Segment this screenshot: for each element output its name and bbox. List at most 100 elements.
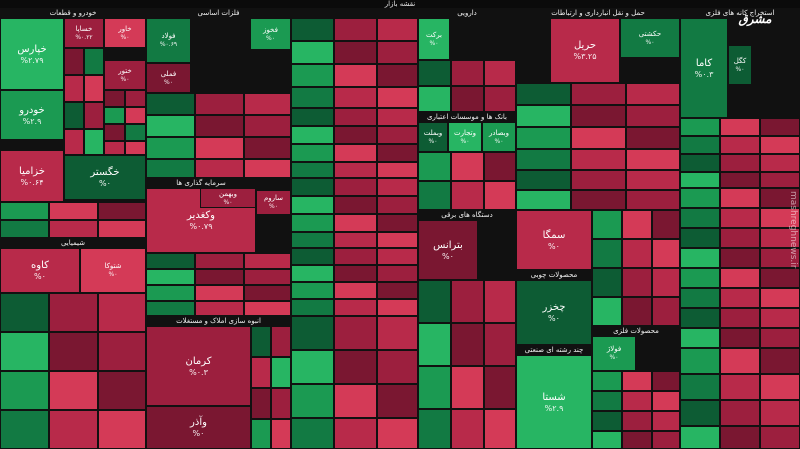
treemap-cell — [334, 316, 377, 350]
stock-symbol: خزامیا — [19, 165, 45, 177]
stock-tile[interactable]: سمگا %۰ — [516, 210, 592, 270]
stock-change: %۲.۹ — [22, 116, 42, 126]
stock-tile[interactable]: خودرو %۲.۹ — [0, 90, 64, 140]
treemap-cell — [195, 159, 244, 178]
treemap-cell — [146, 285, 195, 301]
treemap-cell — [377, 126, 418, 144]
treemap-cell — [377, 64, 418, 87]
stock-tile[interactable]: خاور %۰ — [104, 18, 146, 48]
stock-tile[interactable]: بترانس %۰ — [418, 220, 478, 280]
treemap-cell — [146, 253, 195, 269]
treemap-cell — [680, 188, 720, 208]
sector-label: حمل و نقل انبارداری و ارتباطات — [516, 8, 680, 18]
sector-label: بانک ها و موسسات اعتباری — [418, 112, 516, 122]
stock-tile[interactable]: وآذر %۰ — [146, 406, 251, 449]
treemap-cell — [146, 159, 195, 178]
stock-tile[interactable]: فخوز %۰ — [250, 18, 291, 50]
stock-tile[interactable]: حریل %۳.۲۵ — [550, 18, 620, 83]
treemap-cell — [49, 293, 98, 332]
treemap-cell — [484, 60, 516, 86]
treemap-cell — [334, 232, 377, 248]
treemap-cell — [291, 214, 334, 232]
treemap-cell — [680, 154, 720, 172]
treemap-cell — [622, 371, 652, 391]
treemap-cell — [484, 323, 516, 366]
stock-tile[interactable]: خپارس %۲.۷۹ — [0, 18, 64, 90]
treemap-cell — [652, 411, 680, 431]
stock-tile[interactable]: وبملت %۰ — [418, 122, 448, 152]
stock-tile[interactable]: حکشتی %۰ — [620, 18, 680, 58]
treemap-cell — [104, 141, 125, 155]
treemap-cell — [418, 152, 451, 181]
stock-change: %۳.۲۵ — [573, 52, 597, 61]
stock-tile[interactable]: ساروم %۰ — [256, 190, 291, 215]
stock-symbol: خودرو — [19, 104, 45, 116]
treemap-cell — [334, 178, 377, 196]
stock-tile[interactable]: وبصادر %۰ — [482, 122, 516, 152]
stock-tile[interactable]: وبهمن %۰ — [200, 188, 256, 208]
stock-tile[interactable]: ختور %۰ — [104, 60, 146, 90]
stock-tile[interactable]: کاما %۰.۳ — [680, 18, 728, 118]
stock-tile[interactable]: خگستر %۰ — [64, 155, 146, 200]
stock-change: %۰ — [164, 78, 173, 86]
treemap-cell — [146, 301, 195, 316]
stock-tile[interactable]: فملی %۰ — [146, 63, 191, 93]
treemap-cell — [516, 105, 571, 127]
treemap-cell — [377, 196, 418, 214]
stock-tile[interactable]: خزامیا %۰.۶۴ — [0, 150, 64, 202]
stock-tile[interactable]: چخزر %۰ — [516, 280, 592, 345]
treemap-cell — [626, 105, 680, 127]
treemap-cell — [271, 326, 291, 357]
stock-tile[interactable]: خساپا %۰.۲۲ — [64, 18, 104, 48]
treemap-cell — [104, 124, 125, 141]
treemap-cell — [720, 118, 760, 136]
stock-tile[interactable]: برکت %۰ — [418, 18, 450, 60]
treemap-cell — [760, 400, 800, 426]
treemap-cell — [571, 105, 626, 127]
treemap-cell — [64, 75, 84, 102]
treemap-cell — [291, 196, 334, 214]
treemap-cell — [291, 87, 334, 108]
treemap-cell — [244, 115, 291, 137]
stock-change: %۰ — [108, 271, 118, 278]
treemap-cell — [334, 350, 377, 384]
treemap-cell — [516, 127, 571, 149]
treemap-cell — [626, 190, 680, 210]
treemap-cell — [571, 170, 626, 190]
treemap-cell — [451, 152, 484, 181]
treemap-cell — [451, 86, 484, 112]
stock-change: %۲.۷۹ — [20, 55, 44, 65]
stock-tile[interactable]: کرمان %۰.۳ — [146, 326, 251, 406]
treemap-cell — [377, 418, 418, 449]
treemap-cell — [652, 371, 680, 391]
treemap-cell — [592, 268, 622, 297]
stock-tile[interactable]: شتوکا %۰ — [80, 248, 146, 293]
treemap-cell — [334, 265, 377, 282]
treemap-cell — [680, 268, 720, 288]
stock-tile[interactable]: کگل %۰ — [728, 45, 752, 85]
stock-tile[interactable]: فولاد %۰.۶۹ — [146, 18, 191, 63]
treemap-cell — [334, 144, 377, 162]
treemap-cell — [104, 90, 125, 107]
stock-symbol: شستا — [542, 391, 566, 403]
treemap-cell — [49, 332, 98, 371]
treemap-cell — [146, 137, 195, 159]
treemap-cell — [98, 332, 146, 371]
stock-tile[interactable]: وتجارت %۰ — [448, 122, 482, 152]
treemap-cell — [680, 118, 720, 136]
treemap-cell — [680, 374, 720, 400]
treemap-cell — [334, 384, 377, 418]
stock-tile[interactable]: شستا %۲.۹ — [516, 355, 592, 449]
treemap-cell — [125, 124, 146, 141]
stock-symbol: کگل — [733, 56, 747, 65]
treemap-cell — [291, 108, 334, 126]
stock-tile[interactable]: کاوه %۰ — [0, 248, 80, 293]
treemap-cell — [760, 426, 800, 449]
stock-change: %۰ — [120, 33, 130, 41]
stock-change: %۰ — [192, 429, 205, 438]
stock-tile[interactable]: فولاژ %۰ — [592, 336, 636, 371]
treemap-cell — [291, 162, 334, 178]
treemap-cell — [291, 299, 334, 316]
treemap-cell — [195, 301, 244, 316]
treemap-cell — [571, 149, 626, 170]
